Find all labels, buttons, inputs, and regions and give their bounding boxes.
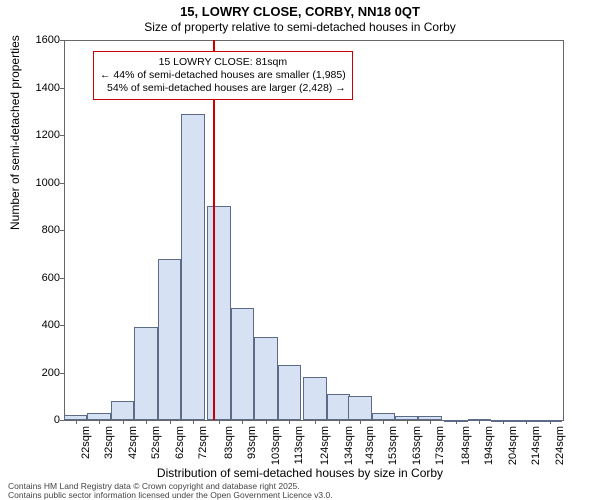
histogram-bar <box>372 413 395 420</box>
annotation-line3: 54% of semi-detached houses are larger (… <box>100 82 346 95</box>
x-tick-label: 143sqm <box>364 426 376 465</box>
x-tick-mark <box>266 420 267 424</box>
x-tick-mark <box>146 420 147 424</box>
x-tick-mark <box>170 420 171 424</box>
x-tick-label: 214sqm <box>530 426 542 465</box>
x-tick-mark <box>219 420 220 424</box>
y-axis <box>64 40 65 420</box>
y-tick-mark <box>60 278 64 279</box>
y-tick-mark <box>60 88 64 89</box>
y-tick-mark <box>60 230 64 231</box>
x-tick-mark <box>430 420 431 424</box>
x-tick-label: 93sqm <box>246 426 258 459</box>
histogram-bar <box>134 327 157 420</box>
x-tick-mark <box>526 420 527 424</box>
x-tick-mark <box>407 420 408 424</box>
histogram-bar <box>348 396 371 420</box>
y-tick-label: 400 <box>20 319 60 331</box>
y-tick-label: 1200 <box>20 129 60 141</box>
x-tick-mark <box>242 420 243 424</box>
y-tick-mark <box>60 40 64 41</box>
y-tick-label: 1600 <box>20 34 60 46</box>
x-tick-mark <box>315 420 316 424</box>
x-tick-label: 184sqm <box>460 426 472 465</box>
histogram-bar <box>111 401 134 420</box>
histogram-bar <box>207 206 230 420</box>
x-tick-label: 22sqm <box>80 426 92 459</box>
x-tick-mark <box>289 420 290 424</box>
x-tick-label: 124sqm <box>319 426 331 465</box>
y-axis-label: Number of semi-detached properties <box>8 35 22 230</box>
x-tick-label: 224sqm <box>554 426 566 465</box>
x-tick-label: 163sqm <box>411 426 423 465</box>
x-tick-label: 103sqm <box>270 426 282 465</box>
x-tick-mark <box>339 420 340 424</box>
histogram-bar <box>254 337 277 420</box>
x-tick-label: 204sqm <box>507 426 519 465</box>
x-tick-mark <box>360 420 361 424</box>
histogram-bar <box>87 413 110 420</box>
y-tick-mark <box>60 325 64 326</box>
histogram-bar <box>327 394 350 420</box>
histogram-bar <box>278 365 301 420</box>
histogram-chart: 15, LOWRY CLOSE, CORBY, NN18 0QT Size of… <box>0 0 600 500</box>
y-tick-label: 1400 <box>20 82 60 94</box>
histogram-bar <box>303 377 326 420</box>
annotation-line1: ← 44% of semi-detached houses are smalle… <box>100 69 346 82</box>
x-tick-label: 83sqm <box>223 426 235 459</box>
y-tick-mark <box>60 373 64 374</box>
y-tick-label: 600 <box>20 272 60 284</box>
y-tick-label: 0 <box>20 414 60 426</box>
x-tick-mark <box>503 420 504 424</box>
histogram-bar <box>158 259 181 421</box>
annotation-line2: 15 LOWRY CLOSE: 81sqm <box>100 56 346 69</box>
histogram-bar <box>231 308 254 420</box>
footer-line2: Contains public sector information licen… <box>8 491 333 500</box>
x-tick-mark <box>193 420 194 424</box>
x-tick-label: 113sqm <box>293 426 305 464</box>
x-tick-mark <box>479 420 480 424</box>
y-tick-mark <box>60 420 64 421</box>
y-tick-label: 1000 <box>20 177 60 189</box>
x-tick-mark <box>99 420 100 424</box>
x-tick-mark <box>456 420 457 424</box>
x-tick-mark <box>550 420 551 424</box>
x-tick-label: 72sqm <box>197 426 209 459</box>
x-tick-label: 173sqm <box>434 426 446 465</box>
x-tick-label: 134sqm <box>343 426 355 465</box>
x-tick-label: 42sqm <box>127 426 139 459</box>
y-tick-label: 200 <box>20 367 60 379</box>
annotation-box: 15 LOWRY CLOSE: 81sqm ← 44% of semi-deta… <box>93 51 353 100</box>
y-tick-label: 800 <box>20 224 60 236</box>
x-tick-mark <box>383 420 384 424</box>
x-tick-label: 32sqm <box>103 426 115 459</box>
x-tick-mark <box>123 420 124 424</box>
x-tick-label: 52sqm <box>150 426 162 459</box>
x-tick-mark <box>76 420 77 424</box>
x-axis-label: Distribution of semi-detached houses by … <box>0 466 600 480</box>
x-tick-label: 62sqm <box>174 426 186 459</box>
y-tick-mark <box>60 183 64 184</box>
x-tick-label: 153sqm <box>387 426 399 465</box>
chart-title-line2: Size of property relative to semi-detach… <box>0 20 600 34</box>
chart-title-line1: 15, LOWRY CLOSE, CORBY, NN18 0QT <box>0 4 600 19</box>
histogram-bar <box>181 114 204 420</box>
x-tick-label: 194sqm <box>483 426 495 465</box>
y-tick-mark <box>60 135 64 136</box>
footer-text: Contains HM Land Registry data © Crown c… <box>8 482 333 500</box>
